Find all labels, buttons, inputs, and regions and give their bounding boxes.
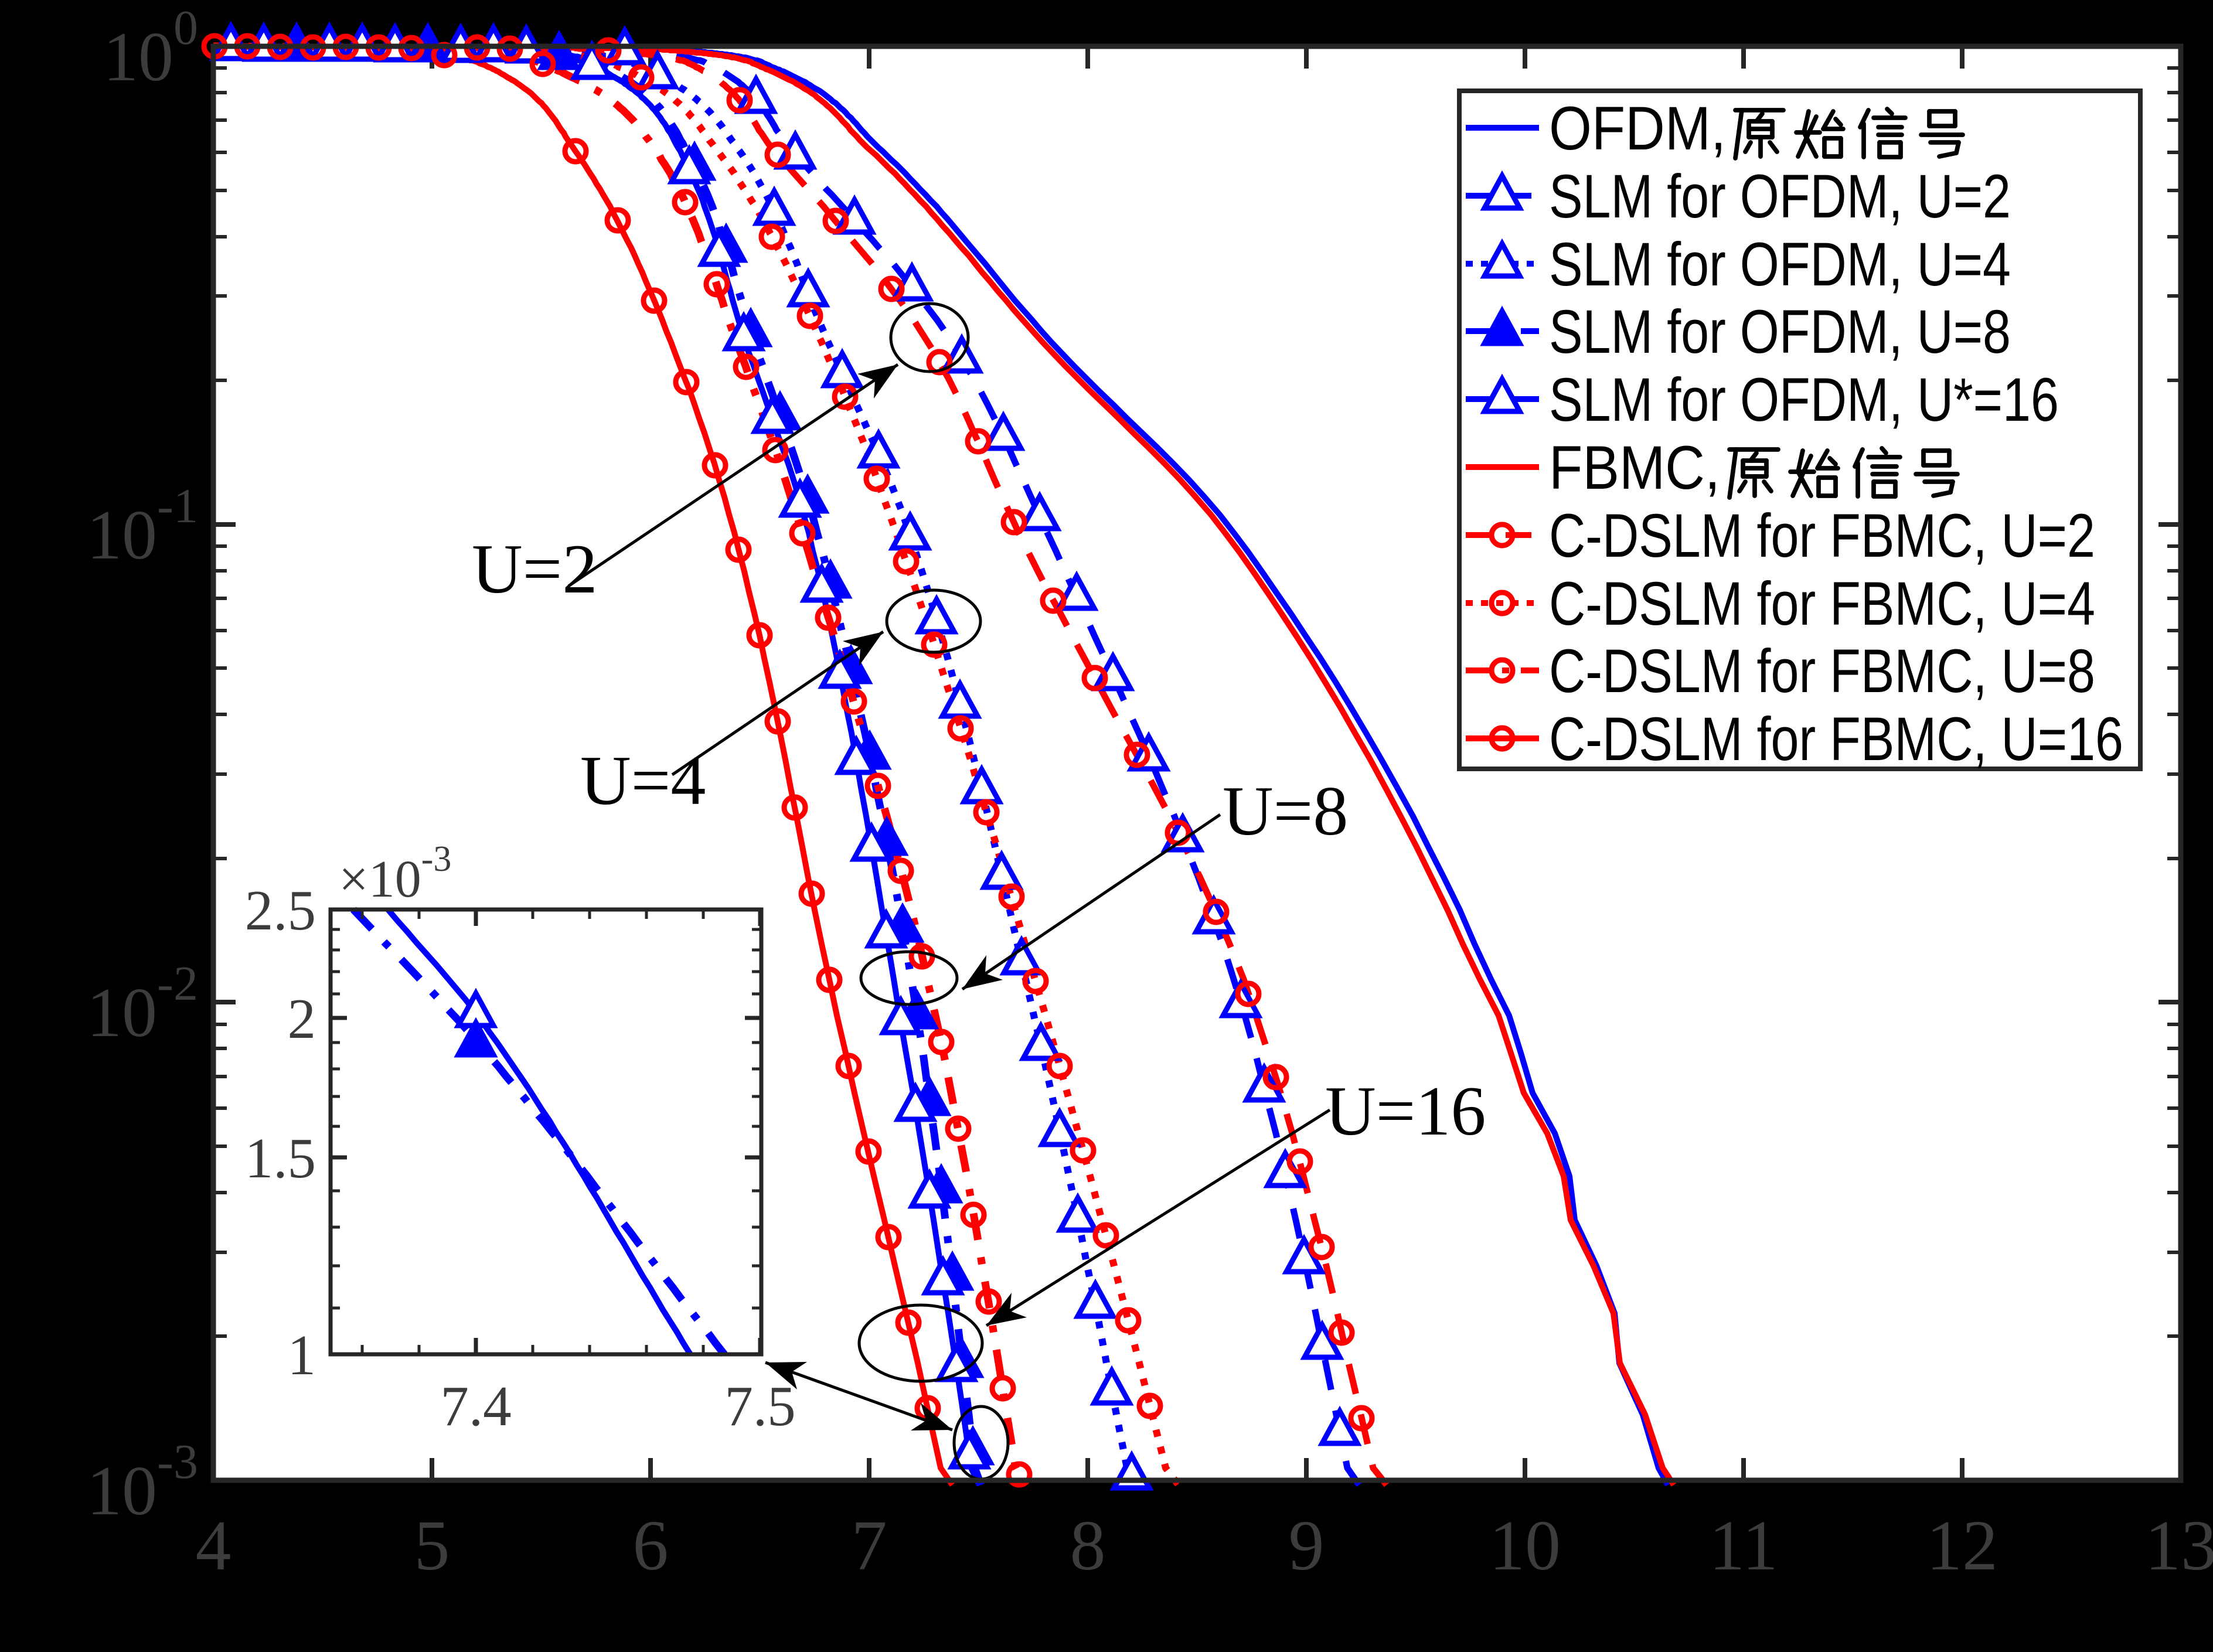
svg-text:U=4: U=4 bbox=[580, 741, 706, 819]
svg-text:13: 13 bbox=[2145, 1506, 2213, 1585]
svg-text:1.5: 1.5 bbox=[245, 1127, 316, 1190]
svg-text:U=2: U=2 bbox=[472, 530, 597, 608]
svg-text:7: 7 bbox=[852, 1506, 887, 1585]
svg-text:5: 5 bbox=[414, 1506, 450, 1585]
svg-text:SLM for OFDM, U*=16: SLM for OFDM, U*=16 bbox=[1549, 366, 2059, 434]
svg-text:11: 11 bbox=[1709, 1506, 1778, 1585]
svg-text:U=8: U=8 bbox=[1223, 772, 1348, 850]
svg-text:2: 2 bbox=[288, 987, 316, 1050]
svg-text:SLM for OFDM, U=4: SLM for OFDM, U=4 bbox=[1549, 230, 2011, 299]
svg-text:12: 12 bbox=[1926, 1506, 1998, 1585]
svg-text:C-DSLM for FBMC, U=8: C-DSLM for FBMC, U=8 bbox=[1549, 637, 2095, 706]
svg-text:10: 10 bbox=[1489, 1506, 1561, 1585]
svg-text:SLM for OFDM, U=2: SLM for OFDM, U=2 bbox=[1549, 162, 2011, 231]
svg-text:7.5: 7.5 bbox=[724, 1375, 795, 1438]
svg-text:8: 8 bbox=[1070, 1506, 1106, 1585]
svg-text:OFDM,: OFDM, bbox=[1549, 94, 1726, 163]
svg-text:7.4: 7.4 bbox=[440, 1375, 511, 1438]
svg-text:C-DSLM for FBMC, U=16: C-DSLM for FBMC, U=16 bbox=[1549, 705, 2123, 774]
svg-text:4: 4 bbox=[196, 1506, 231, 1585]
svg-text:1: 1 bbox=[288, 1324, 316, 1387]
svg-text:6: 6 bbox=[633, 1506, 669, 1585]
svg-text:C-DSLM for FBMC, U=4: C-DSLM for FBMC, U=4 bbox=[1549, 570, 2095, 638]
svg-text:SLM for OFDM, U=8: SLM for OFDM, U=8 bbox=[1549, 298, 2011, 366]
svg-text:2.5: 2.5 bbox=[245, 879, 316, 942]
svg-text:9: 9 bbox=[1289, 1506, 1325, 1585]
svg-text:C-DSLM for FBMC, U=2: C-DSLM for FBMC, U=2 bbox=[1549, 502, 2095, 570]
svg-text:FBMC,: FBMC, bbox=[1549, 434, 1720, 502]
svg-text:U=16: U=16 bbox=[1325, 1072, 1486, 1150]
